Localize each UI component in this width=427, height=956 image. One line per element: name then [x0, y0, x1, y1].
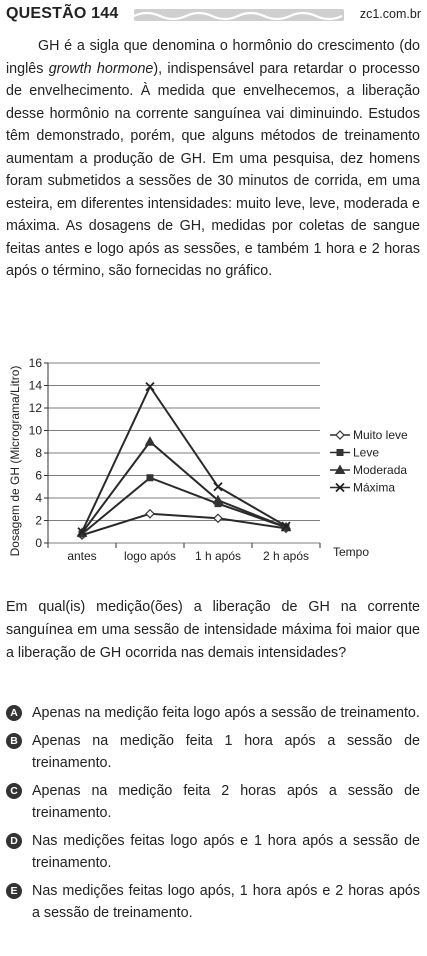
y-tick-label: 12	[29, 401, 43, 415]
option-letter-badge: D	[6, 832, 22, 849]
y-tick-label: 2	[35, 514, 42, 528]
y-tick-label: 4	[35, 491, 42, 505]
intro-italic-term: growth hormone	[48, 60, 154, 77]
intro-text: GH é a sigla que denomina o hormônio do …	[6, 35, 420, 283]
option-text: Apenas na medição feita 1 hora após a se…	[32, 732, 420, 772]
legend-marker	[334, 464, 346, 474]
option-text: Nas medições feitas logo após, 1 hora ap…	[32, 882, 420, 922]
series-line	[81, 476, 287, 535]
data-point	[145, 508, 155, 519]
option-letter-badge: B	[6, 732, 22, 749]
marker-x-stroke	[335, 482, 345, 493]
data-point	[77, 527, 87, 537]
marker-x-stroke	[145, 381, 155, 392]
decorative-wave-banner	[134, 9, 344, 21]
intro-paragraph: GH é a sigla que denomina o hormônio do …	[6, 35, 420, 283]
intro-text-part2: ), indispensável para retardar o process…	[6, 60, 420, 280]
y-tick-label: 6	[35, 469, 42, 483]
option-d[interactable]: D Nas medições feitas logo após e 1 hora …	[6, 830, 420, 875]
marker-x-stroke	[281, 521, 291, 531]
option-b[interactable]: B Apenas na medição feita 1 hora após a s…	[6, 730, 420, 775]
intro-text-part1: GH é a sigla que denomina o hormônio do …	[6, 38, 420, 77]
series-line	[81, 512, 287, 537]
series-line	[81, 384, 287, 533]
legend-label: Moderada	[353, 463, 407, 477]
option-a[interactable]: A Apenas na medição feita logo após a ses…	[6, 702, 420, 725]
legend-label: Leve	[353, 446, 379, 460]
option-text: Apenas na medição feita logo após a sess…	[32, 705, 420, 721]
x-tick-label: 1 h após	[195, 549, 241, 563]
legend-marker	[335, 430, 345, 440]
question-header: QUESTÃO 144 zc1.com.br	[6, 4, 421, 26]
option-c[interactable]: C Apenas na medição feita 2 horas após a …	[6, 780, 420, 825]
option-letter-badge: C	[6, 782, 22, 799]
option-text: Apenas na medição feita 2 horas após a s…	[32, 782, 420, 822]
legend-marker	[335, 482, 345, 493]
x-tick-label: logo após	[124, 549, 176, 563]
y-tick-label: 14	[29, 379, 43, 393]
y-tick-label: 10	[29, 424, 43, 438]
option-letter-badge: A	[6, 705, 22, 721]
question-number: QUESTÃO 144	[6, 5, 119, 22]
data-point	[213, 513, 223, 524]
data-point	[145, 381, 155, 392]
data-point	[281, 521, 291, 531]
answer-options: A Apenas na medição feita logo após a ses…	[6, 702, 420, 930]
option-letter-badge: E	[6, 882, 22, 899]
legend-marker	[336, 449, 344, 456]
y-axis-label: Dosagem de GH (Micrograma/Litro)	[8, 366, 22, 557]
legend-label: Máxima	[353, 481, 395, 495]
x-axis-label: Tempo	[333, 545, 369, 559]
gh-line-chart: 0 2 4 6 8 10 12 14 16 antes logo após 1 h após 2 h …	[8, 356, 408, 563]
x-tick-label: 2 h após	[263, 549, 309, 563]
y-tick-label: 8	[35, 446, 42, 460]
data-point	[213, 482, 223, 492]
option-text: Nas medições feitas logo após e 1 hora a…	[32, 832, 420, 872]
marker-x-stroke	[77, 527, 87, 537]
source-label: zc1.com.br	[359, 7, 421, 21]
option-e[interactable]: E Nas medições feitas logo após, 1 hora a…	[6, 880, 420, 925]
marker-x-stroke	[213, 482, 223, 492]
data-point	[144, 436, 156, 446]
data-point	[146, 474, 154, 482]
x-tick-label: antes	[67, 549, 96, 563]
y-tick-label: 0	[35, 536, 42, 550]
question-text: Em qual(is) medição(ões) a liberação de …	[6, 599, 420, 661]
y-tick-label: 16	[29, 356, 43, 370]
series-line	[81, 440, 287, 534]
data-point	[212, 494, 224, 505]
legend-label: Muito leve	[353, 428, 408, 442]
